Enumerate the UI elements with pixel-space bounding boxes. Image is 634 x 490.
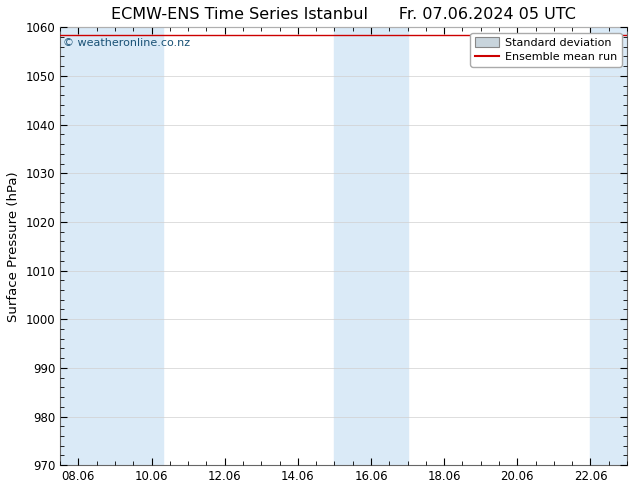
Y-axis label: Surface Pressure (hPa): Surface Pressure (hPa): [7, 171, 20, 321]
Text: © weatheronline.co.nz: © weatheronline.co.nz: [63, 38, 190, 48]
Title: ECMW-ENS Time Series Istanbul      Fr. 07.06.2024 05 UTC: ECMW-ENS Time Series Istanbul Fr. 07.06.…: [111, 7, 576, 22]
Bar: [60, 27, 162, 465]
Bar: [335, 27, 408, 465]
Legend: Standard deviation, Ensemble mean run: Standard deviation, Ensemble mean run: [470, 33, 621, 67]
Bar: [590, 27, 627, 465]
